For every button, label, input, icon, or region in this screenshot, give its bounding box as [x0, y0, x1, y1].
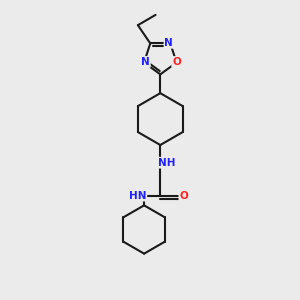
- Text: O: O: [172, 57, 181, 67]
- Text: HN: HN: [129, 190, 146, 201]
- Text: N: N: [164, 38, 173, 48]
- Text: N: N: [141, 57, 150, 67]
- Text: NH: NH: [158, 158, 175, 168]
- Text: O: O: [179, 190, 188, 201]
